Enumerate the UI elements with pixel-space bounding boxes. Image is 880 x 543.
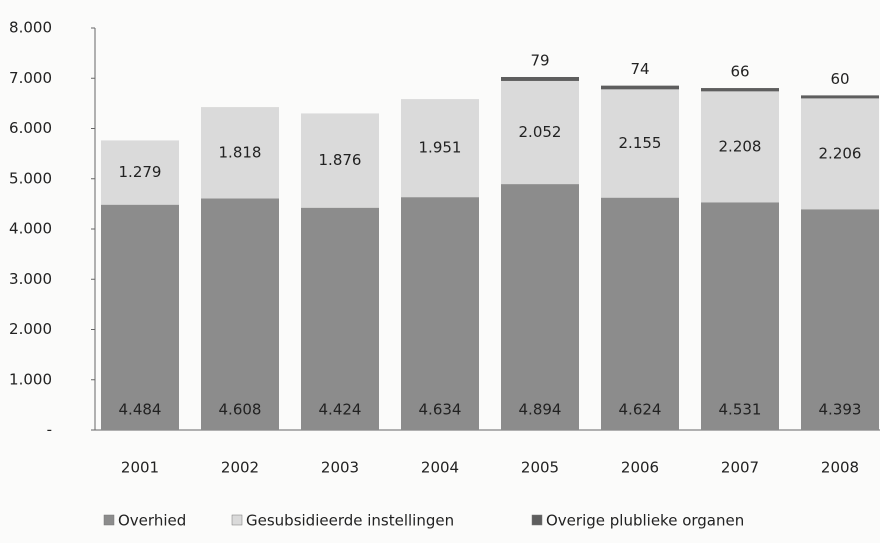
x-tick-label: 2008 xyxy=(821,459,859,477)
x-tick-label: 2006 xyxy=(621,459,659,477)
data-label: 4.894 xyxy=(519,401,562,419)
y-tick-label: 6.000 xyxy=(9,119,52,137)
legend-label: Overige plublieke organen xyxy=(546,512,744,530)
bar-segment xyxy=(801,98,879,210)
legend-label: Overhied xyxy=(118,512,186,530)
data-label: 4.531 xyxy=(719,401,762,419)
x-tick-label: 2005 xyxy=(521,459,559,477)
bar-segment xyxy=(501,184,579,430)
y-tick-label: 7.000 xyxy=(9,69,52,87)
y-tick-label: 5.000 xyxy=(9,169,52,187)
bar-segment xyxy=(101,204,179,430)
legend-swatch xyxy=(103,514,115,526)
y-tick-label: 3.000 xyxy=(9,270,52,288)
legend-swatch xyxy=(231,514,243,526)
bar-segment xyxy=(301,207,379,430)
legend-label: Gesubsidieerde instellingen xyxy=(246,512,454,530)
bar-segment xyxy=(501,76,579,81)
data-label: 2.206 xyxy=(819,144,862,162)
bar-segment xyxy=(201,198,279,430)
bar-segment xyxy=(201,107,279,199)
x-tick-label: 2007 xyxy=(721,459,759,477)
bar-segment xyxy=(301,113,379,208)
y-tick-label: 8.000 xyxy=(9,19,52,37)
data-label: 4.424 xyxy=(319,401,362,419)
data-label: 2.208 xyxy=(719,137,762,155)
y-tick-label: 2.000 xyxy=(9,320,52,338)
y-tick-label: - xyxy=(47,421,52,439)
data-label: 74 xyxy=(630,60,649,78)
bar-segment xyxy=(601,89,679,198)
data-label: 1.876 xyxy=(319,151,362,169)
bar-segment xyxy=(101,140,179,205)
data-label: 4.393 xyxy=(819,401,862,419)
data-label: 4.634 xyxy=(419,401,462,419)
data-label: 66 xyxy=(730,63,749,81)
y-tick-label: 4.000 xyxy=(9,220,52,238)
bar-segment xyxy=(401,99,479,198)
bar-segment xyxy=(701,88,779,92)
data-label: 2.155 xyxy=(619,134,662,152)
x-tick-label: 2003 xyxy=(321,459,359,477)
bar-segment xyxy=(401,197,479,430)
bar-segment xyxy=(801,95,879,99)
bar-segment xyxy=(701,202,779,430)
y-tick-label: 1.000 xyxy=(9,370,52,388)
bar-segment xyxy=(601,197,679,430)
data-label: 1.951 xyxy=(419,139,462,157)
data-label: 4.608 xyxy=(219,401,262,419)
data-label: 60 xyxy=(830,70,849,88)
legend-swatch xyxy=(531,514,543,526)
data-label: 4.624 xyxy=(619,401,662,419)
x-tick-label: 2004 xyxy=(421,459,459,477)
data-label: 2.052 xyxy=(519,123,562,141)
data-label: 79 xyxy=(530,51,549,69)
x-tick-label: 2002 xyxy=(221,459,259,477)
bar-segment xyxy=(501,80,579,185)
bar-segment xyxy=(601,85,679,90)
data-label: 4.484 xyxy=(119,401,162,419)
bar-segment xyxy=(701,91,779,203)
data-label: 1.279 xyxy=(119,163,162,181)
x-tick-label: 2001 xyxy=(121,459,159,477)
bar-segment xyxy=(801,209,879,430)
data-label: 1.818 xyxy=(219,143,262,161)
